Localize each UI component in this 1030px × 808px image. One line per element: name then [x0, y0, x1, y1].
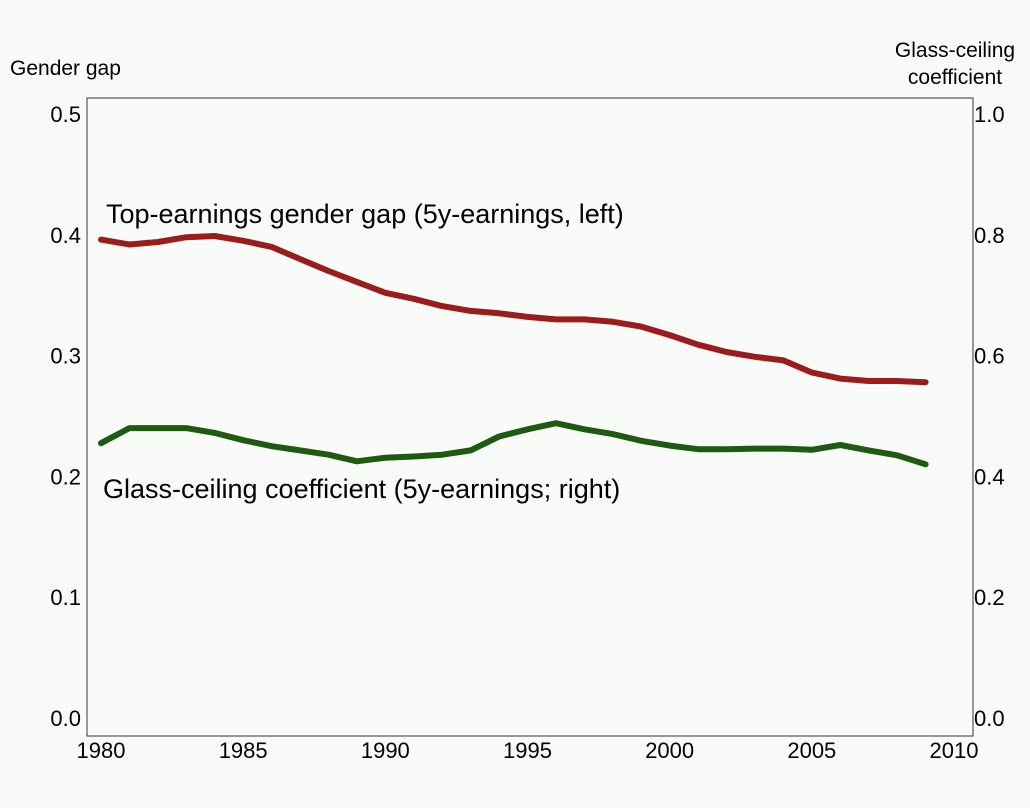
- right-axis-title: Glass-ceiling coefficient: [880, 37, 1030, 91]
- right-tick-label: 0.6: [974, 344, 1005, 369]
- plot-area: [86, 97, 974, 737]
- right-axis-title-line-1: Glass-ceiling: [894, 39, 1016, 62]
- right-axis-title-line-2: coefficient: [907, 66, 1003, 89]
- x-tick-label: 2000: [645, 738, 694, 763]
- left-tick-label: 0.0: [50, 706, 81, 731]
- x-tick-label: 2010: [930, 738, 979, 763]
- right-tick-label: 0.0: [974, 706, 1005, 731]
- x-tick-label: 1990: [361, 738, 410, 763]
- x-tick-label: 1995: [503, 738, 552, 763]
- left-tick-label: 0.1: [50, 585, 81, 610]
- left-tick-label: 0.3: [50, 344, 81, 369]
- right-axis-ticks: 0.0 0.2 0.4 0.6 0.8 1.0: [974, 102, 1005, 731]
- right-tick-label: 0.8: [974, 223, 1005, 248]
- left-tick-label: 0.2: [50, 464, 81, 489]
- glass-ceiling-line: [98, 420, 929, 468]
- left-axis-ticks: 0.0 0.1 0.2 0.3 0.4 0.5: [50, 102, 81, 731]
- x-tick-label: 1985: [219, 738, 268, 763]
- left-tick-label: 0.4: [50, 223, 81, 248]
- x-axis-ticks: 1980 1985 1990 1995 2000 2005 2010: [77, 738, 979, 763]
- series-label-gender-gap: Top-earnings gender gap (5y-earnings, le…: [106, 199, 624, 229]
- right-tick-label: 0.4: [974, 464, 1005, 489]
- series-label-glass-ceiling: Glass-ceiling coefficient (5y-earnings; …: [103, 474, 621, 504]
- right-tick-label: 0.2: [974, 585, 1005, 610]
- right-tick-label: 1.0: [974, 102, 1005, 127]
- left-tick-label: 0.5: [50, 102, 81, 127]
- x-tick-label: 2005: [787, 738, 836, 763]
- x-tick-label: 1980: [77, 738, 126, 763]
- series-lines: [98, 233, 929, 468]
- left-axis-title: Gender gap: [10, 57, 121, 80]
- gender-gap-line: [98, 233, 929, 386]
